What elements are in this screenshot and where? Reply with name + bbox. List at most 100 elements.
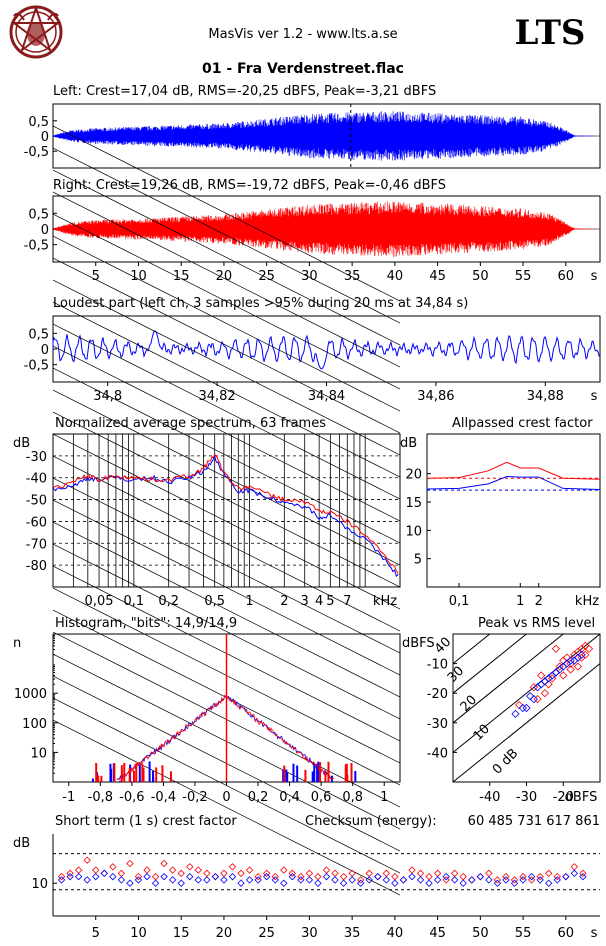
y-tick-label: 0: [41, 223, 49, 238]
crest-point: [451, 869, 459, 878]
x-tick-label: 10: [130, 926, 147, 941]
x-tick-label: 4: [315, 594, 323, 609]
crest-point: [92, 866, 100, 874]
crest-point: [143, 872, 151, 881]
x-tick-label: 0,1: [124, 594, 145, 609]
crest-line-label: 30: [445, 664, 467, 686]
crest-point: [579, 872, 587, 881]
y-tick-label: -80: [26, 559, 47, 574]
crest-point: [416, 876, 425, 884]
y-tick-label: -30: [427, 717, 448, 732]
crest-point: [314, 879, 322, 887]
slope-line: [52, 521, 401, 698]
peak-rms-point: [559, 671, 568, 680]
slope-line: [52, 125, 401, 302]
slope-line: [52, 411, 401, 588]
peak-rms-point: [584, 644, 594, 653]
crest-point: [211, 872, 220, 881]
slope-line: [52, 323, 401, 500]
peak-rms-point: [573, 662, 583, 671]
crest-line-label: 40: [432, 635, 454, 657]
crest-point: [168, 876, 177, 884]
y-tick-label: -70: [26, 537, 47, 552]
crest-line: [453, 662, 600, 782]
crest-point: [468, 876, 476, 884]
x-tick-label: 40: [387, 269, 404, 284]
y-tick-label: 5: [414, 553, 422, 568]
crest-point: [468, 876, 476, 884]
x-tick-label: 0,2: [248, 790, 269, 805]
crest-point: [374, 872, 382, 881]
y-tick-label: -0,5: [24, 359, 49, 374]
peak-rms-point: [577, 650, 586, 659]
crest-point: [117, 876, 126, 884]
y-tick-label: 0,5: [28, 327, 49, 342]
crest-point: [365, 869, 373, 878]
slope-line: [52, 257, 401, 434]
histogram-title: Histogram, "bits": 14,9/14,9: [55, 616, 237, 631]
crest-point: [459, 879, 467, 887]
crest-point: [433, 876, 442, 884]
crest-point: [134, 876, 143, 884]
crest-point: [408, 872, 416, 881]
crest-point: [485, 876, 493, 884]
crest-point: [271, 876, 279, 884]
slope-line: [52, 389, 401, 566]
slope-line: [52, 213, 401, 390]
crest-point: [382, 869, 391, 878]
y-tick-label: 0: [41, 343, 49, 358]
x-tick-label: 34,86: [417, 389, 454, 404]
y-tick-label: 0,5: [28, 115, 49, 130]
y-tick-label: 10: [30, 746, 47, 761]
x-tick-label: 1: [516, 594, 524, 609]
x-tick-label: 60: [558, 269, 575, 284]
y-tick-label: 20: [405, 468, 422, 483]
x-tick-label: 30: [301, 269, 318, 284]
crest-point: [160, 872, 168, 881]
peak-rms-point: [518, 703, 527, 713]
crest-point: [314, 872, 322, 881]
crest-point: [203, 876, 211, 884]
x-tick-label: 0,4: [279, 790, 300, 805]
crest-point: [228, 863, 237, 871]
crest-point: [254, 876, 262, 884]
crest-point: [83, 876, 91, 884]
x-tick-label: 34,8: [93, 389, 122, 404]
crest-point: [451, 876, 459, 884]
crest-point: [408, 866, 416, 874]
x-tick-label: -20: [553, 790, 574, 805]
y-tick-label: 100: [22, 717, 47, 732]
crest-point: [280, 866, 288, 874]
short-term-crest-chart: 10 dB 5 10 15 20 25 30 35 40 45 50 55 60 s: [13, 834, 600, 941]
peak-rms-point: [515, 700, 524, 710]
x-tick-label: 10: [130, 269, 147, 284]
x-tick-label: 50: [472, 926, 489, 941]
crest-point: [245, 876, 254, 884]
y-tick-label: -30: [26, 450, 47, 465]
x-tick-label: 45: [429, 269, 446, 284]
crest-line-label: 10: [471, 722, 493, 744]
crest-point: [331, 876, 339, 884]
crest-point: [143, 866, 151, 874]
crest-point: [519, 876, 527, 884]
x-tick-label: -0,4: [151, 790, 176, 805]
x-tick-label: 60: [558, 926, 575, 941]
right-waveform-title: Right: Crest=19,26 dB, RMS=-19,72 dBFS, …: [53, 178, 446, 193]
crest-line-label: 0 dB: [490, 746, 522, 778]
left-waveform-title: Left: Crest=17,04 dB, RMS=-20,25 dBFS, P…: [53, 84, 436, 99]
x-tick-label: -0,2: [182, 790, 207, 805]
x-tick-label: 20: [216, 269, 233, 284]
peak-rms-point: [566, 665, 575, 674]
peak-rms-point: [537, 671, 546, 680]
crest-point: [536, 876, 544, 884]
crest-point: [228, 872, 237, 881]
y-tick-label: -40: [427, 746, 448, 761]
x-tick-label: 55: [515, 269, 532, 284]
x-tick-label: 34,84: [308, 389, 345, 404]
crest-point: [262, 872, 271, 881]
crest-point: [425, 872, 433, 881]
x-tick-label: 20: [216, 926, 233, 941]
x-tick-label: 15: [173, 269, 190, 284]
